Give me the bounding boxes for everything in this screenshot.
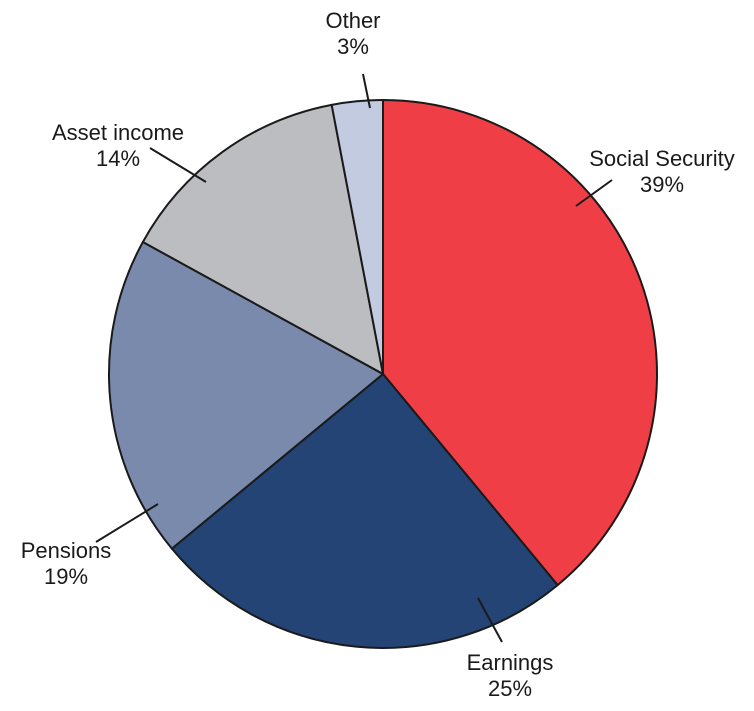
slice-value-social-security: 39% [640, 172, 684, 197]
slice-value-earnings: 25% [488, 676, 532, 701]
leader-line-pensions [95, 503, 159, 543]
slice-value-pensions: 19% [44, 564, 88, 589]
slice-label-asset-income: Asset income [52, 120, 184, 145]
slice-value-asset-income: 14% [96, 146, 140, 171]
pie-slice-other [330, 99, 384, 375]
slice-value-other: 3% [337, 34, 369, 59]
leader-line-other [362, 73, 371, 109]
pie-slice-earnings [170, 373, 559, 649]
leader-lines [95, 73, 613, 643]
pie-slice-social-security [382, 99, 658, 587]
pie-slices [108, 99, 658, 649]
leader-line-asset-income [149, 147, 207, 183]
slice-label-earnings: Earnings [467, 650, 554, 675]
slice-label-social-security: Social Security [589, 146, 735, 171]
leader-line-social-security [575, 179, 613, 207]
leader-line-earnings [477, 597, 503, 643]
slice-label-other: Other [325, 8, 380, 33]
slice-label-pensions: Pensions [21, 538, 112, 563]
pie-slice-pensions [108, 241, 384, 550]
pie-slice-asset-income [141, 103, 384, 375]
